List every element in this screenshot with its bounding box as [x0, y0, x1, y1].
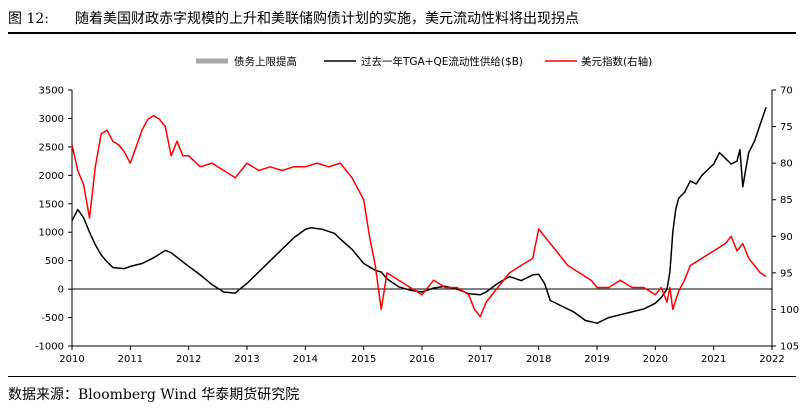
liquidity-series-line [71, 106, 767, 324]
bottom-rule [8, 376, 796, 377]
legend-label-liquidity: 过去一年TGA+QE流动性供给($B) [361, 55, 523, 68]
left-tick-label: 2500 [39, 142, 64, 153]
left-tick-label: 0 [58, 285, 64, 296]
x-tick-label: 2017 [468, 354, 493, 365]
x-tick-label: 2016 [409, 354, 434, 365]
left-tick-label: 500 [45, 256, 64, 267]
left-tick-label: 1000 [39, 228, 64, 239]
x-tick-label: 2021 [701, 354, 726, 365]
legend-label-dxy: 美元指数(右轴) [581, 55, 652, 68]
series-layer [71, 106, 767, 324]
dxy-series-line [71, 114, 767, 318]
left-tick-label: -500 [41, 313, 64, 324]
left-tick-label: -1000 [35, 342, 64, 353]
x-tick-label: 2012 [176, 354, 201, 365]
left-tick-label: 1500 [39, 199, 64, 210]
x-tick-label: 2011 [118, 354, 143, 365]
x-tick-label: 2019 [584, 354, 609, 365]
right-axis-ticks: 70 75 80 85 90 95 100 105 [772, 86, 799, 353]
x-tick-label: 2013 [234, 354, 259, 365]
legend: 债务上限提高 过去一年TGA+QE流动性供给($B) 美元指数(右轴) [196, 55, 652, 68]
plot-area: 3500 3000 2500 2000 1500 1000 500 0 -500 -1000 70… [35, 86, 799, 366]
x-tick-label: 2018 [526, 354, 551, 365]
right-tick-label: 75 [780, 122, 793, 133]
left-axis-ticks: 3500 3000 2500 2000 1500 1000 500 0 -500 -1000 [35, 86, 72, 353]
right-tick-label: 95 [780, 268, 793, 279]
x-tick-label: 2010 [59, 354, 84, 365]
right-tick-label: 105 [780, 342, 799, 353]
top-rule [8, 32, 796, 34]
x-tick-label: 2014 [293, 354, 318, 365]
left-tick-label: 3000 [39, 114, 64, 125]
right-tick-label: 70 [780, 86, 793, 97]
figure-title: 随着美国财政赤字规模的上升和美联储购债计划的实施，美元流动性料将出现拐点 [74, 11, 579, 27]
left-tick-label: 3500 [39, 86, 64, 97]
right-tick-label: 100 [780, 305, 799, 316]
right-tick-label: 80 [780, 159, 793, 170]
chart: 债务上限提高 过去一年TGA+QE流动性供给($B) 美元指数(右轴) 3500… [35, 55, 799, 366]
figure-label: 图 12: [8, 11, 49, 27]
x-tick-label: 2022 [759, 354, 784, 365]
left-tick-label: 2000 [39, 171, 64, 182]
figure-caption: 图 12: 随着美国财政赤字规模的上升和美联储购债计划的实施，美元流动性料将出现拐… [8, 8, 579, 28]
x-axis-ticks: 2010 2011 2012 2013 2014 2015 2016 2017 2018 2019… [59, 346, 785, 365]
x-tick-label: 2020 [643, 354, 668, 365]
legend-label-debt-ceiling: 债务上限提高 [234, 55, 297, 68]
right-tick-label: 90 [780, 232, 793, 243]
source-note: 数据来源：Bloomberg Wind 华泰期货研究院 [8, 387, 300, 403]
right-tick-label: 85 [780, 195, 793, 206]
x-tick-label: 2015 [351, 354, 376, 365]
